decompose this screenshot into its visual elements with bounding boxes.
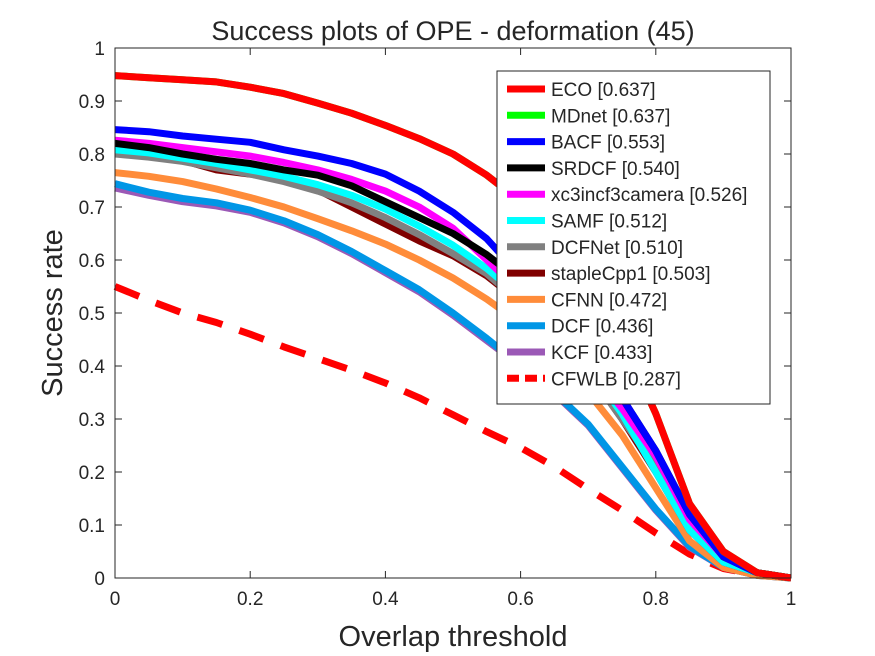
x-tick-label: 0.6 bbox=[507, 589, 533, 610]
legend: ECO [0.637] MDnet [0.637] BACF [0.553] SRDC… bbox=[496, 70, 771, 405]
series-line-cfwlb bbox=[113, 283, 792, 582]
y-tick-label: 0.2 bbox=[79, 463, 105, 484]
axes-box bbox=[114, 47, 792, 579]
x-axis-label: Overlap threshold bbox=[339, 621, 568, 653]
x-tick-label: 0.2 bbox=[237, 589, 263, 610]
series-line-bacf bbox=[114, 126, 792, 582]
series-line-eco bbox=[114, 72, 792, 582]
series-line-dcf bbox=[114, 180, 792, 582]
y-tick-label: 0.4 bbox=[79, 357, 106, 378]
legend-label: SAMF [0.512] bbox=[551, 212, 667, 233]
y-tick-label: 0.3 bbox=[79, 410, 105, 431]
axis-ticks: 0 0.2 0.4 0.6 0.8 1 0 0.1 0.2 0.3 0.4 0.5 0.6 0.7 0.8 0… bbox=[79, 39, 797, 610]
legend-label: BACF [0.553] bbox=[551, 133, 665, 154]
legend-label: KCF [0.433] bbox=[551, 343, 652, 364]
series-layer bbox=[113, 72, 792, 582]
y-tick-label: 1 bbox=[94, 39, 105, 60]
series-line-samf bbox=[114, 146, 792, 582]
legend-label: DCF [0.436] bbox=[551, 317, 653, 338]
y-tick-label: 0.9 bbox=[79, 92, 105, 113]
y-tick-label: 0.1 bbox=[79, 516, 105, 537]
legend-label: DCFNet [0.510] bbox=[551, 238, 683, 259]
legend-label: SRDCF [0.540] bbox=[551, 159, 680, 180]
y-tick-label: 0 bbox=[94, 569, 105, 590]
x-tick-label: 1 bbox=[786, 589, 797, 610]
y-tick-label: 0.7 bbox=[79, 198, 105, 219]
legend-label: xc3incf3camera [0.526] bbox=[551, 185, 747, 206]
y-tick-label: 0.8 bbox=[79, 145, 105, 166]
series-line-cfnn bbox=[114, 169, 792, 582]
y-axis-label: Success rate bbox=[37, 229, 69, 397]
legend-label: MDnet [0.637] bbox=[551, 106, 670, 127]
x-tick-label: 0 bbox=[110, 589, 121, 610]
legend-label: ECO [0.637] bbox=[551, 80, 656, 101]
y-tick-label: 0.5 bbox=[79, 304, 105, 325]
legend-label: stapleCpp1 [0.503] bbox=[551, 264, 711, 285]
chart-title: Success plots of OPE - deformation (45) bbox=[211, 16, 694, 46]
y-tick-label: 0.6 bbox=[79, 251, 105, 272]
x-tick-label: 0.8 bbox=[643, 589, 669, 610]
legend-label: CFWLB [0.287] bbox=[551, 369, 681, 390]
x-tick-label: 0.4 bbox=[372, 589, 399, 610]
legend-label: CFNN [0.472] bbox=[551, 290, 667, 311]
